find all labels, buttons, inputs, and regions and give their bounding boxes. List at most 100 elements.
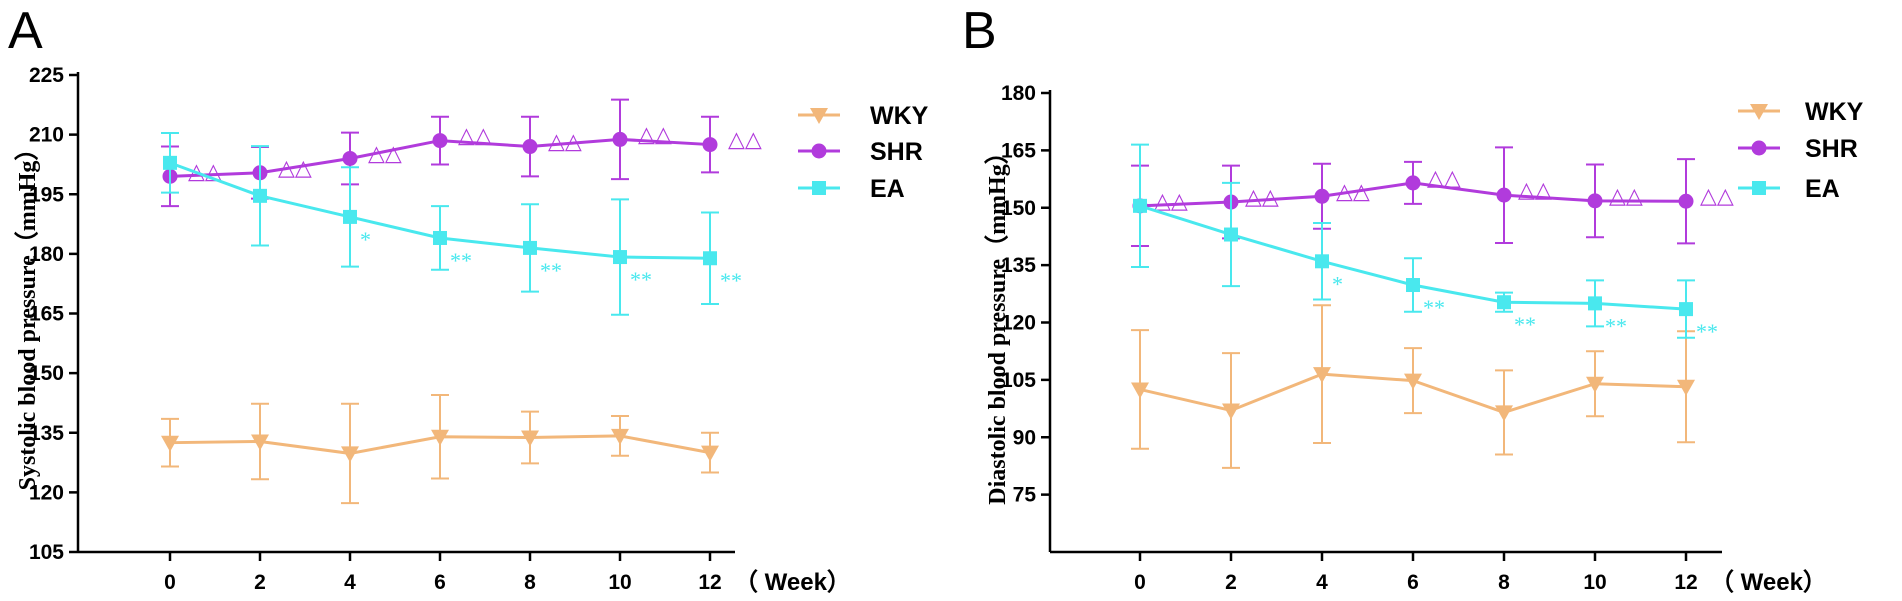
- y-tick-label: 210: [29, 124, 64, 147]
- chart-panel-a: A 105 120 135 150 165 180 195 210 225 0 2 4 6 8 10 12 （ W…: [8, 2, 929, 596]
- y-tick-label: 135: [1001, 254, 1036, 277]
- legend-label: WKY: [1805, 98, 1864, 126]
- data-point: [1222, 403, 1240, 420]
- data-point: [703, 251, 717, 266]
- y-tick-label: 180: [1001, 82, 1036, 105]
- significance-label: △△: [548, 129, 582, 154]
- y-tick-label: 90: [1013, 426, 1036, 449]
- y-tick-label: 150: [29, 362, 64, 385]
- data-point: [161, 435, 179, 452]
- y-tick-label: 135: [29, 422, 64, 445]
- data-point: [1315, 254, 1329, 269]
- data-point: [1588, 296, 1602, 311]
- series-ea: *********: [1131, 143, 1718, 344]
- x-tick-label: 4: [1316, 571, 1328, 594]
- x-tick-label: 2: [1225, 571, 1237, 594]
- y-tick-label: 195: [29, 183, 64, 206]
- data-point: [1133, 198, 1147, 213]
- data-point: [1497, 295, 1511, 310]
- significance-label: **: [630, 267, 652, 292]
- data-point: [521, 430, 539, 447]
- x-tick-label: 6: [434, 571, 446, 594]
- y-tick-label: 105: [1001, 369, 1036, 392]
- x-tick-label: 8: [1498, 571, 1510, 594]
- legend-item-wky: WKY: [1738, 98, 1864, 126]
- y-axis-label: Diastolic blood pressure（mmHg）: [984, 140, 1011, 504]
- significance-label: **: [540, 258, 562, 283]
- data-point: [1404, 373, 1422, 390]
- series-wky: [1131, 304, 1695, 469]
- significance-label: **: [720, 268, 742, 293]
- legend-marker: [1750, 104, 1768, 120]
- y-tick-label: 165: [29, 303, 64, 326]
- significance-label: △△: [728, 127, 762, 152]
- data-point: [251, 434, 269, 451]
- legend-label: SHR: [870, 138, 923, 166]
- y-tick-label: 180: [29, 243, 64, 266]
- data-point: [1586, 376, 1604, 393]
- legend-item-shr: SHR: [798, 138, 923, 166]
- data-point: [343, 209, 357, 224]
- significance-label: **: [450, 248, 472, 273]
- data-point: [611, 428, 629, 445]
- y-tick-label: 75: [1013, 484, 1037, 507]
- data-point: [1313, 367, 1331, 384]
- x-tick-label: 0: [1134, 571, 1146, 594]
- y-tick-label: 165: [1001, 139, 1036, 162]
- data-point: [702, 137, 718, 153]
- series-wky: [161, 393, 719, 505]
- legend-marker: [812, 181, 826, 195]
- data-point: [1587, 193, 1603, 209]
- legend-marker: [811, 143, 827, 159]
- significance-label: △△: [1427, 165, 1461, 190]
- data-point: [1131, 382, 1149, 399]
- significance-label: △△: [1245, 184, 1279, 209]
- significance-label: △△: [1518, 177, 1552, 202]
- data-point: [163, 155, 177, 170]
- series-ea: *********: [161, 132, 742, 316]
- y-tick-label: 150: [1001, 197, 1036, 220]
- significance-label: *: [1332, 271, 1343, 296]
- legend-marker: [1751, 140, 1767, 156]
- y-tick-label: 120: [1001, 312, 1036, 335]
- data-point: [431, 429, 449, 446]
- significance-label: △△: [278, 155, 312, 180]
- data-point: [342, 150, 358, 166]
- significance-label: △△: [1609, 183, 1643, 208]
- y-axis-label: Systolic blood pressure（mmHg）: [14, 137, 41, 491]
- legend-label: SHR: [1805, 135, 1858, 163]
- data-point: [1679, 302, 1693, 317]
- panel-letter: B: [962, 2, 997, 60]
- series-shr: △△△△△△△△△△△△△△: [161, 98, 762, 208]
- legend-marker: [1752, 181, 1766, 195]
- x-tick-label: 2: [254, 571, 266, 594]
- significance-label: **: [1605, 313, 1627, 338]
- legend-label: EA: [870, 175, 905, 203]
- significance-label: **: [1514, 312, 1536, 337]
- legend-item-shr: SHR: [1738, 135, 1858, 163]
- legend-item-wky: WKY: [798, 102, 929, 130]
- x-tick-label: 8: [524, 571, 536, 594]
- data-point: [341, 446, 359, 463]
- x-axis-unit-label: （ Week）: [734, 569, 851, 596]
- significance-label: △△: [458, 123, 492, 148]
- data-point: [1405, 175, 1421, 191]
- significance-label: **: [1696, 319, 1718, 344]
- significance-label: △△: [368, 140, 402, 165]
- significance-label: △△: [1700, 183, 1734, 208]
- x-tick-label: 12: [698, 571, 721, 594]
- y-tick-label: 225: [29, 64, 64, 87]
- data-point: [1495, 405, 1513, 422]
- legend-item-ea: EA: [1738, 175, 1840, 203]
- data-point: [612, 131, 628, 147]
- data-point: [1677, 379, 1695, 396]
- x-tick-label: 0: [164, 571, 176, 594]
- data-point: [1314, 188, 1330, 204]
- data-point: [433, 230, 447, 245]
- legend-label: EA: [1805, 175, 1840, 203]
- significance-label: *: [360, 227, 371, 252]
- x-tick-label: 10: [608, 571, 631, 594]
- significance-label: △△: [1154, 188, 1188, 213]
- data-point: [1406, 278, 1420, 293]
